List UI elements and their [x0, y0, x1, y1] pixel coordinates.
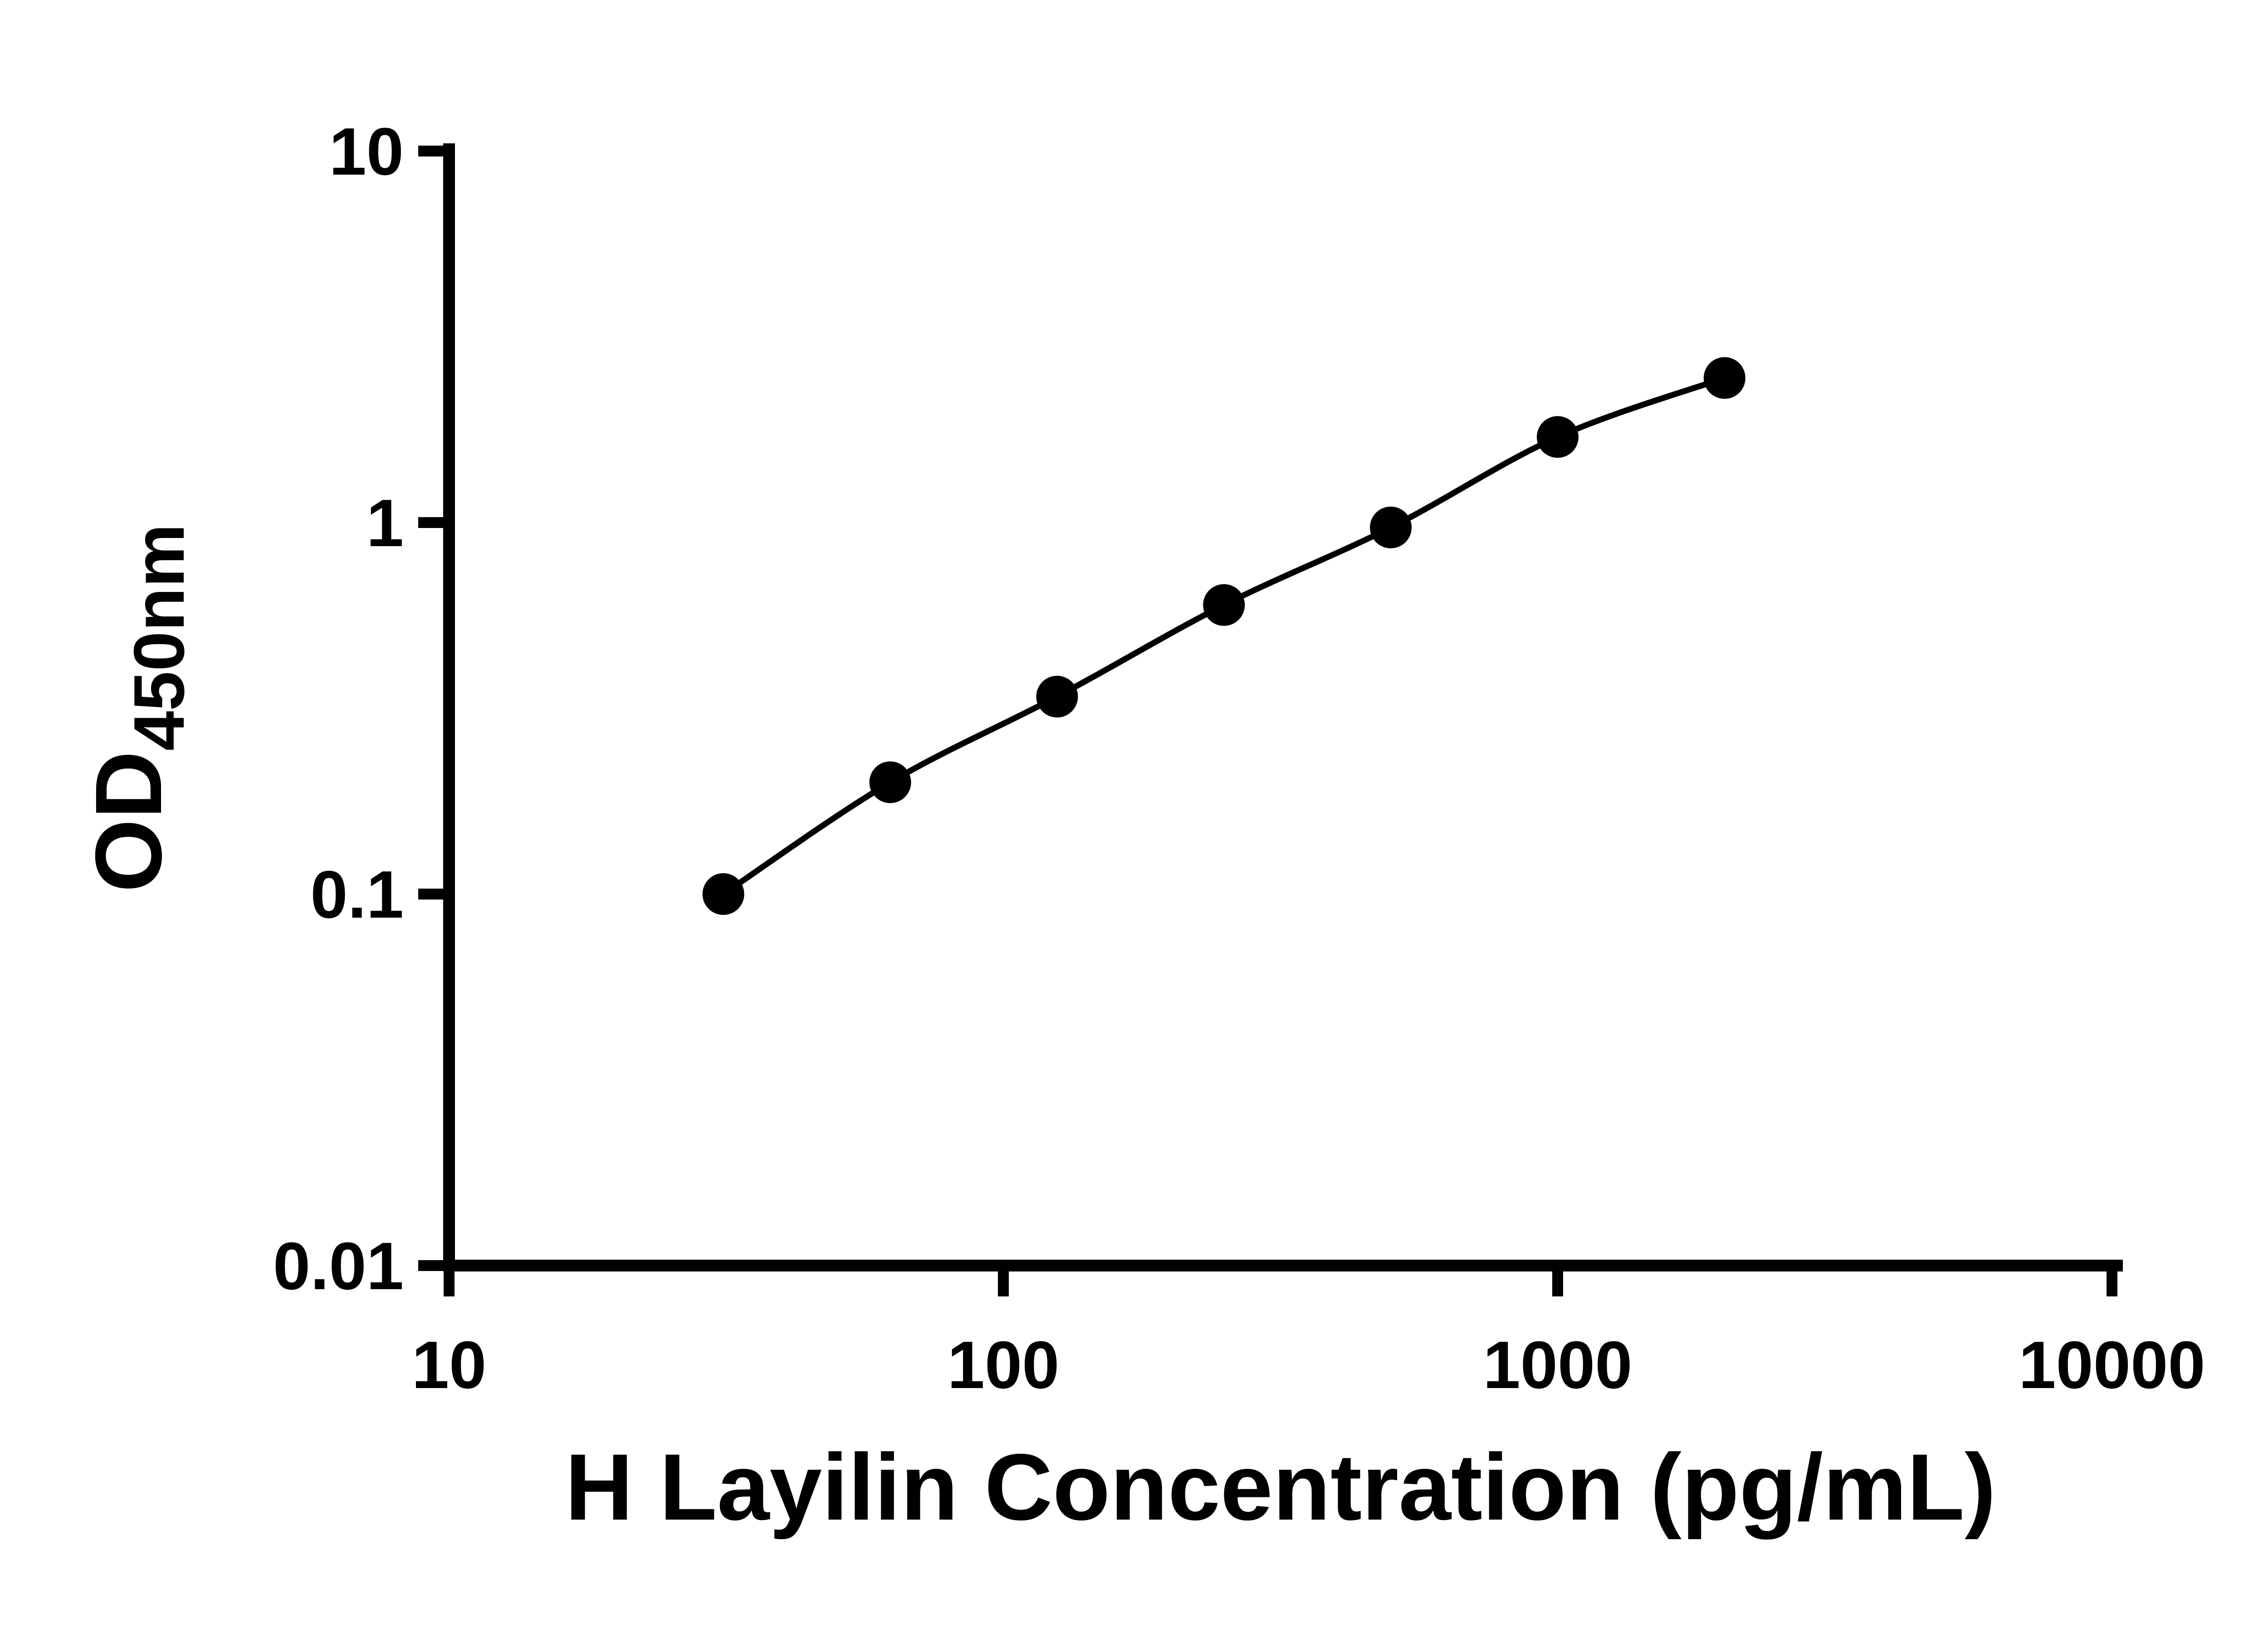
data-point	[869, 761, 911, 803]
axes-group	[443, 143, 2123, 1271]
tick-labels-group: 10 100 1000 10000 10 1 0.1 0.01	[273, 114, 2205, 1403]
data-point	[1203, 584, 1245, 626]
curve-line	[722, 375, 1726, 897]
data-point	[1036, 675, 1078, 718]
data-point	[1703, 357, 1745, 399]
y-axis-title-subscript: 450nm	[119, 524, 199, 751]
x-tick-label: 10000	[2019, 1328, 2205, 1403]
data-point	[1370, 506, 1412, 548]
x-tick-label: 10	[412, 1328, 487, 1403]
series-group	[702, 357, 1745, 915]
y-tick-label: 0.01	[273, 1229, 404, 1304]
data-point	[702, 873, 744, 915]
y-axis-title: OD450nm	[76, 524, 199, 893]
y-tick-label: 10	[329, 114, 404, 189]
y-tick-label: 1	[367, 486, 404, 561]
x-tick-label: 100	[948, 1328, 1060, 1403]
x-tick-label: 1000	[1483, 1328, 1632, 1403]
y-axis-title-main: OD	[76, 751, 181, 892]
y-tick-label: 0.1	[310, 857, 404, 932]
x-axis-title: H Layilin Concentration (pg/mL)	[565, 1435, 1996, 1540]
ticks-group	[418, 146, 2117, 1296]
data-point	[1537, 416, 1579, 458]
